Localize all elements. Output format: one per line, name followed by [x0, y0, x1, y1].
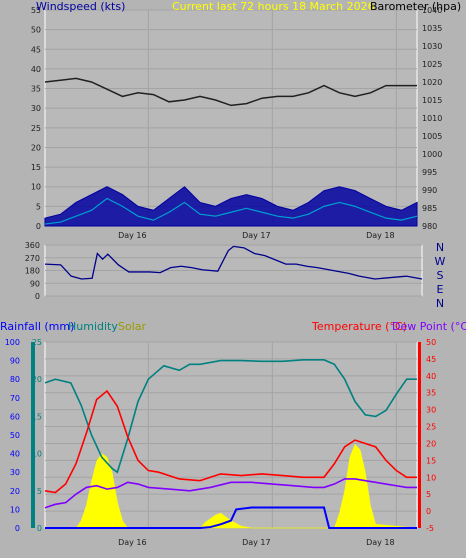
rainfall-tick-label: 0 — [15, 524, 20, 533]
rainfall-tick-label: 70 — [10, 394, 20, 403]
temperature-tick-label: -5 — [426, 524, 434, 533]
rainfall-axis-label: Rainfall (mm) — [0, 320, 74, 333]
temperature-tick-label: 0 — [426, 507, 431, 516]
temperature-tick-label: 50 — [426, 338, 436, 347]
windspeed-tick-label: 10 — [31, 183, 41, 192]
humidity-tick-label: 25 — [32, 338, 42, 347]
direction-tick-label: 270 — [25, 254, 40, 263]
barometer-tick-label: 990 — [422, 186, 437, 195]
humidity-tick-label: 20 — [32, 375, 42, 384]
temperature-tick-label: 10 — [426, 473, 436, 482]
windspeed-tick-label: 5 — [36, 202, 41, 211]
rainfall-tick-label: 40 — [10, 450, 20, 459]
barometer-tick-label: 1005 — [422, 132, 442, 141]
humidity-tick-label: 10 — [32, 450, 42, 459]
barometer-tick-label: 995 — [422, 168, 437, 177]
solar-series — [45, 443, 418, 529]
chart-title: Current last 72 hours 18 March 2026 — [172, 0, 375, 13]
compass-letter: W — [435, 255, 446, 268]
windspeed-tick-label: 15 — [31, 163, 41, 172]
temperature-tick-label: 5 — [426, 490, 431, 499]
barometer-tick-label: 1015 — [422, 96, 442, 105]
barometer-tick-label: 1035 — [422, 24, 442, 33]
humidity-axis-label: Humidity — [68, 320, 118, 333]
barometer-tick-label: 1000 — [422, 150, 442, 159]
barometer-tick-label: 1040 — [422, 6, 442, 15]
temperature-axis-label: Temperature (°C) — [311, 320, 407, 333]
direction-tick-label: 360 — [25, 241, 40, 250]
windspeed-tick-label: 0 — [36, 222, 41, 231]
direction-tick-label: 180 — [25, 267, 40, 276]
temperature-tick-label: 30 — [426, 406, 436, 415]
windspeed-tick-label: 30 — [31, 104, 41, 113]
barometer-tick-label: 980 — [422, 222, 437, 231]
wind_avg-series — [44, 197, 418, 225]
day-tick-label: Day 18 — [366, 231, 395, 240]
temperature-tick-label: 35 — [426, 389, 436, 398]
rainfall-tick-label: 50 — [10, 431, 20, 440]
dew-point-axis-label: Dew Point (°C) — [392, 320, 466, 333]
windspeed-tick-label: 55 — [31, 6, 41, 15]
windspeed-axis-label: Windspeed (kts) — [36, 0, 125, 13]
humidity-tick-label: 15 — [32, 412, 42, 421]
temperature-axis-bar — [418, 342, 421, 528]
compass-letter: E — [437, 283, 444, 296]
rainfall-tick-label: 80 — [10, 375, 20, 384]
humidity-tick-label: 5 — [37, 487, 42, 496]
temperature-tick-label: 45 — [426, 355, 436, 364]
barometer-tick-label: 1025 — [422, 60, 442, 69]
rainfall-tick-label: 20 — [10, 487, 20, 496]
compass-letter: N — [436, 241, 444, 254]
compass-letter: S — [437, 269, 444, 282]
rainfall-tick-label: 30 — [10, 468, 20, 477]
windspeed-tick-label: 45 — [31, 45, 41, 54]
temperature-tick-label: 40 — [426, 372, 436, 381]
rainfall-tick-label: 10 — [10, 505, 20, 514]
barometer-tick-label: 1020 — [422, 78, 442, 87]
rainfall-tick-label: 60 — [10, 412, 20, 421]
barometer-axis-label: Barometer (hpa) — [370, 0, 461, 13]
windspeed-tick-label: 35 — [31, 85, 41, 94]
rainfall-tick-label: 100 — [5, 338, 20, 347]
windspeed-tick-label: 40 — [31, 65, 41, 74]
temperature-series — [44, 389, 417, 494]
humidity-tick-label: 0 — [37, 524, 42, 533]
temperature-tick-label: 25 — [426, 423, 436, 432]
day-tick-label: Day 16 — [118, 538, 147, 547]
direction-tick-label: 0 — [35, 292, 40, 301]
temperature-tick-label: 15 — [426, 456, 436, 465]
day-tick-label: Day 18 — [366, 538, 395, 547]
solar-axis-label: Solar — [118, 320, 147, 333]
direction-tick-label: 90 — [30, 279, 40, 288]
windspeed-tick-label: 20 — [31, 143, 41, 152]
rainfall-tick-label: 90 — [10, 357, 20, 366]
day-tick-label: Day 17 — [242, 538, 271, 547]
windspeed-tick-label: 25 — [31, 124, 41, 133]
day-tick-label: Day 16 — [118, 231, 147, 240]
barometer-tick-label: 1030 — [422, 42, 442, 51]
compass-letter: N — [436, 297, 444, 310]
day-tick-label: Day 17 — [242, 231, 271, 240]
windspeed-tick-label: 50 — [31, 26, 41, 35]
humidity-axis-bar — [31, 342, 35, 528]
barometer-tick-label: 1010 — [422, 114, 442, 123]
temperature-tick-label: 20 — [426, 439, 436, 448]
barometer-series — [44, 77, 417, 107]
humidity-series — [44, 359, 417, 474]
wind-direction-series — [44, 245, 423, 280]
rainfall-series — [45, 506, 417, 529]
dew-point-series — [44, 478, 417, 509]
barometer-tick-label: 985 — [422, 204, 437, 213]
